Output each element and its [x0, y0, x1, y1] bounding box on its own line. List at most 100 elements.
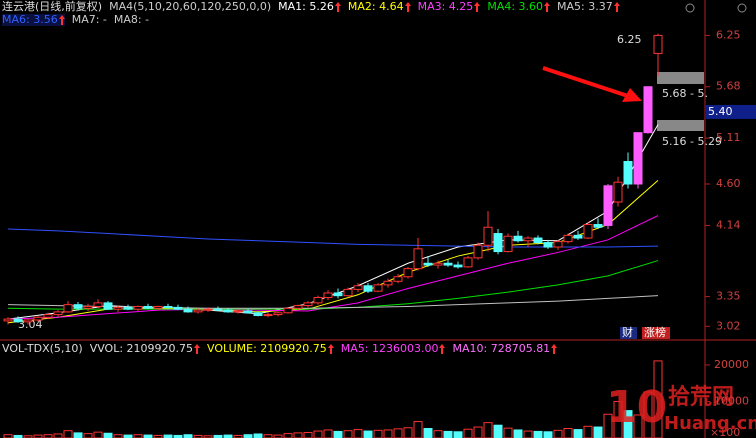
volume-bar — [303, 432, 313, 438]
volume-bar — [413, 421, 423, 438]
volume-bar — [263, 434, 273, 438]
up-arrow — [551, 344, 558, 354]
legend-item: MA3: 4.25 — [418, 1, 481, 13]
legend-item: VVOL: 2109920.75 — [89, 342, 201, 355]
legend-text: VOLUME: 2109920.75 — [207, 342, 327, 355]
volume-bar — [173, 434, 183, 438]
button-label[interactable]: 涨榜 — [644, 325, 666, 339]
y-tick-label: 5.11 — [716, 131, 741, 144]
volume-bar — [253, 433, 263, 438]
candle-body — [633, 132, 643, 185]
candle-body — [283, 307, 293, 314]
legend-text: MA10: 728705.81 — [452, 342, 551, 355]
volume-bar — [323, 429, 333, 438]
icon — [685, 3, 695, 13]
candle-body — [243, 310, 253, 314]
ma-line — [7, 124, 659, 320]
icon — [737, 3, 747, 13]
candle-body — [23, 319, 33, 323]
cursor-price-label: 5.40 — [708, 105, 733, 118]
volume-bar — [473, 426, 483, 438]
candle-body — [383, 280, 393, 286]
up-arrow — [194, 344, 201, 354]
legend-text: MA2: 4.64 — [347, 0, 404, 13]
y-tick-label: 6.25 — [716, 28, 741, 41]
candle-body — [73, 304, 83, 309]
candle-body — [153, 305, 163, 309]
range-box — [657, 120, 704, 131]
price-legend: 连云港(日线,前复权) MA4(5,10,20,60,120,250,0,0) … — [2, 1, 620, 13]
volume-bar — [373, 429, 383, 438]
legend-item: MA4: 3.60 — [487, 1, 551, 13]
candle-body — [33, 316, 43, 321]
candle-body — [223, 309, 233, 313]
button-label[interactable]: 财 — [622, 325, 633, 339]
candle-body — [13, 318, 23, 323]
volume-bar — [33, 434, 43, 438]
legend-text: VVOL: 2109920.75 — [89, 342, 194, 355]
volume-bar — [43, 434, 53, 438]
volume-bar — [533, 430, 543, 438]
volume-bar — [13, 434, 23, 438]
volume-bar — [603, 413, 613, 438]
volume-bar — [3, 434, 13, 438]
volume-bar — [493, 424, 503, 438]
button[interactable] — [620, 327, 637, 339]
ma-line — [7, 215, 659, 320]
button[interactable] — [642, 327, 670, 339]
candle-body — [603, 185, 613, 226]
volume-bar — [93, 431, 103, 438]
candle-body — [573, 234, 583, 239]
candle-body — [463, 257, 473, 268]
candle-body — [393, 276, 403, 282]
volume-bar — [73, 432, 83, 438]
volume-bar — [623, 410, 633, 438]
volume-bar — [383, 429, 393, 438]
candle-body — [583, 224, 593, 239]
volume-bar — [653, 360, 663, 438]
up-arrow — [58, 15, 65, 25]
up-arrow — [327, 344, 334, 354]
up-arrow — [334, 2, 341, 12]
legend-item: VOLUME: 2109920.75 — [207, 343, 334, 355]
legend-item: MA1: 5.26 — [278, 1, 341, 13]
up-arrow — [404, 2, 411, 12]
legend-item: MA10: 728705.81 — [452, 342, 558, 355]
volume-bar — [243, 434, 253, 438]
candle-body — [593, 224, 603, 228]
candle-body — [53, 311, 63, 316]
candle-body — [163, 305, 173, 308]
arrow — [542, 66, 629, 98]
volume-bar — [593, 426, 603, 438]
volume-bar — [283, 433, 293, 438]
legend-indicator: MA4(5,10,20,60,120,250,0,0) — [109, 0, 272, 13]
candle-body — [433, 262, 443, 266]
candle-body — [203, 308, 213, 311]
y-tick-label: 5.68 — [716, 80, 741, 93]
legend-text: MA5: 1236003.00 — [340, 342, 439, 355]
volume-bar — [523, 430, 533, 438]
candle-body — [343, 288, 353, 297]
legend-text: MA1: 5.26 — [278, 0, 334, 13]
candle-body — [213, 308, 223, 311]
candle-body — [63, 304, 73, 313]
up-arrow — [439, 344, 446, 354]
candle-body — [483, 226, 493, 246]
up-arrow — [474, 2, 481, 12]
range-label: 5.68 - 5. — [662, 87, 708, 100]
candle-body — [273, 312, 283, 316]
volume-bar — [83, 433, 93, 438]
volume-bar — [503, 427, 513, 438]
volume-bar — [453, 431, 463, 438]
volume-bar — [233, 434, 243, 438]
candle-body — [103, 302, 113, 310]
candle-body — [533, 237, 543, 244]
candle-body — [493, 233, 503, 253]
watermark: 10 — [606, 382, 667, 433]
volume-bar — [633, 414, 643, 438]
y-tick-label: 3.02 — [716, 319, 741, 332]
volume-bar — [583, 425, 593, 438]
candle-body — [113, 306, 123, 310]
watermark: 拾荒网 — [668, 384, 734, 410]
